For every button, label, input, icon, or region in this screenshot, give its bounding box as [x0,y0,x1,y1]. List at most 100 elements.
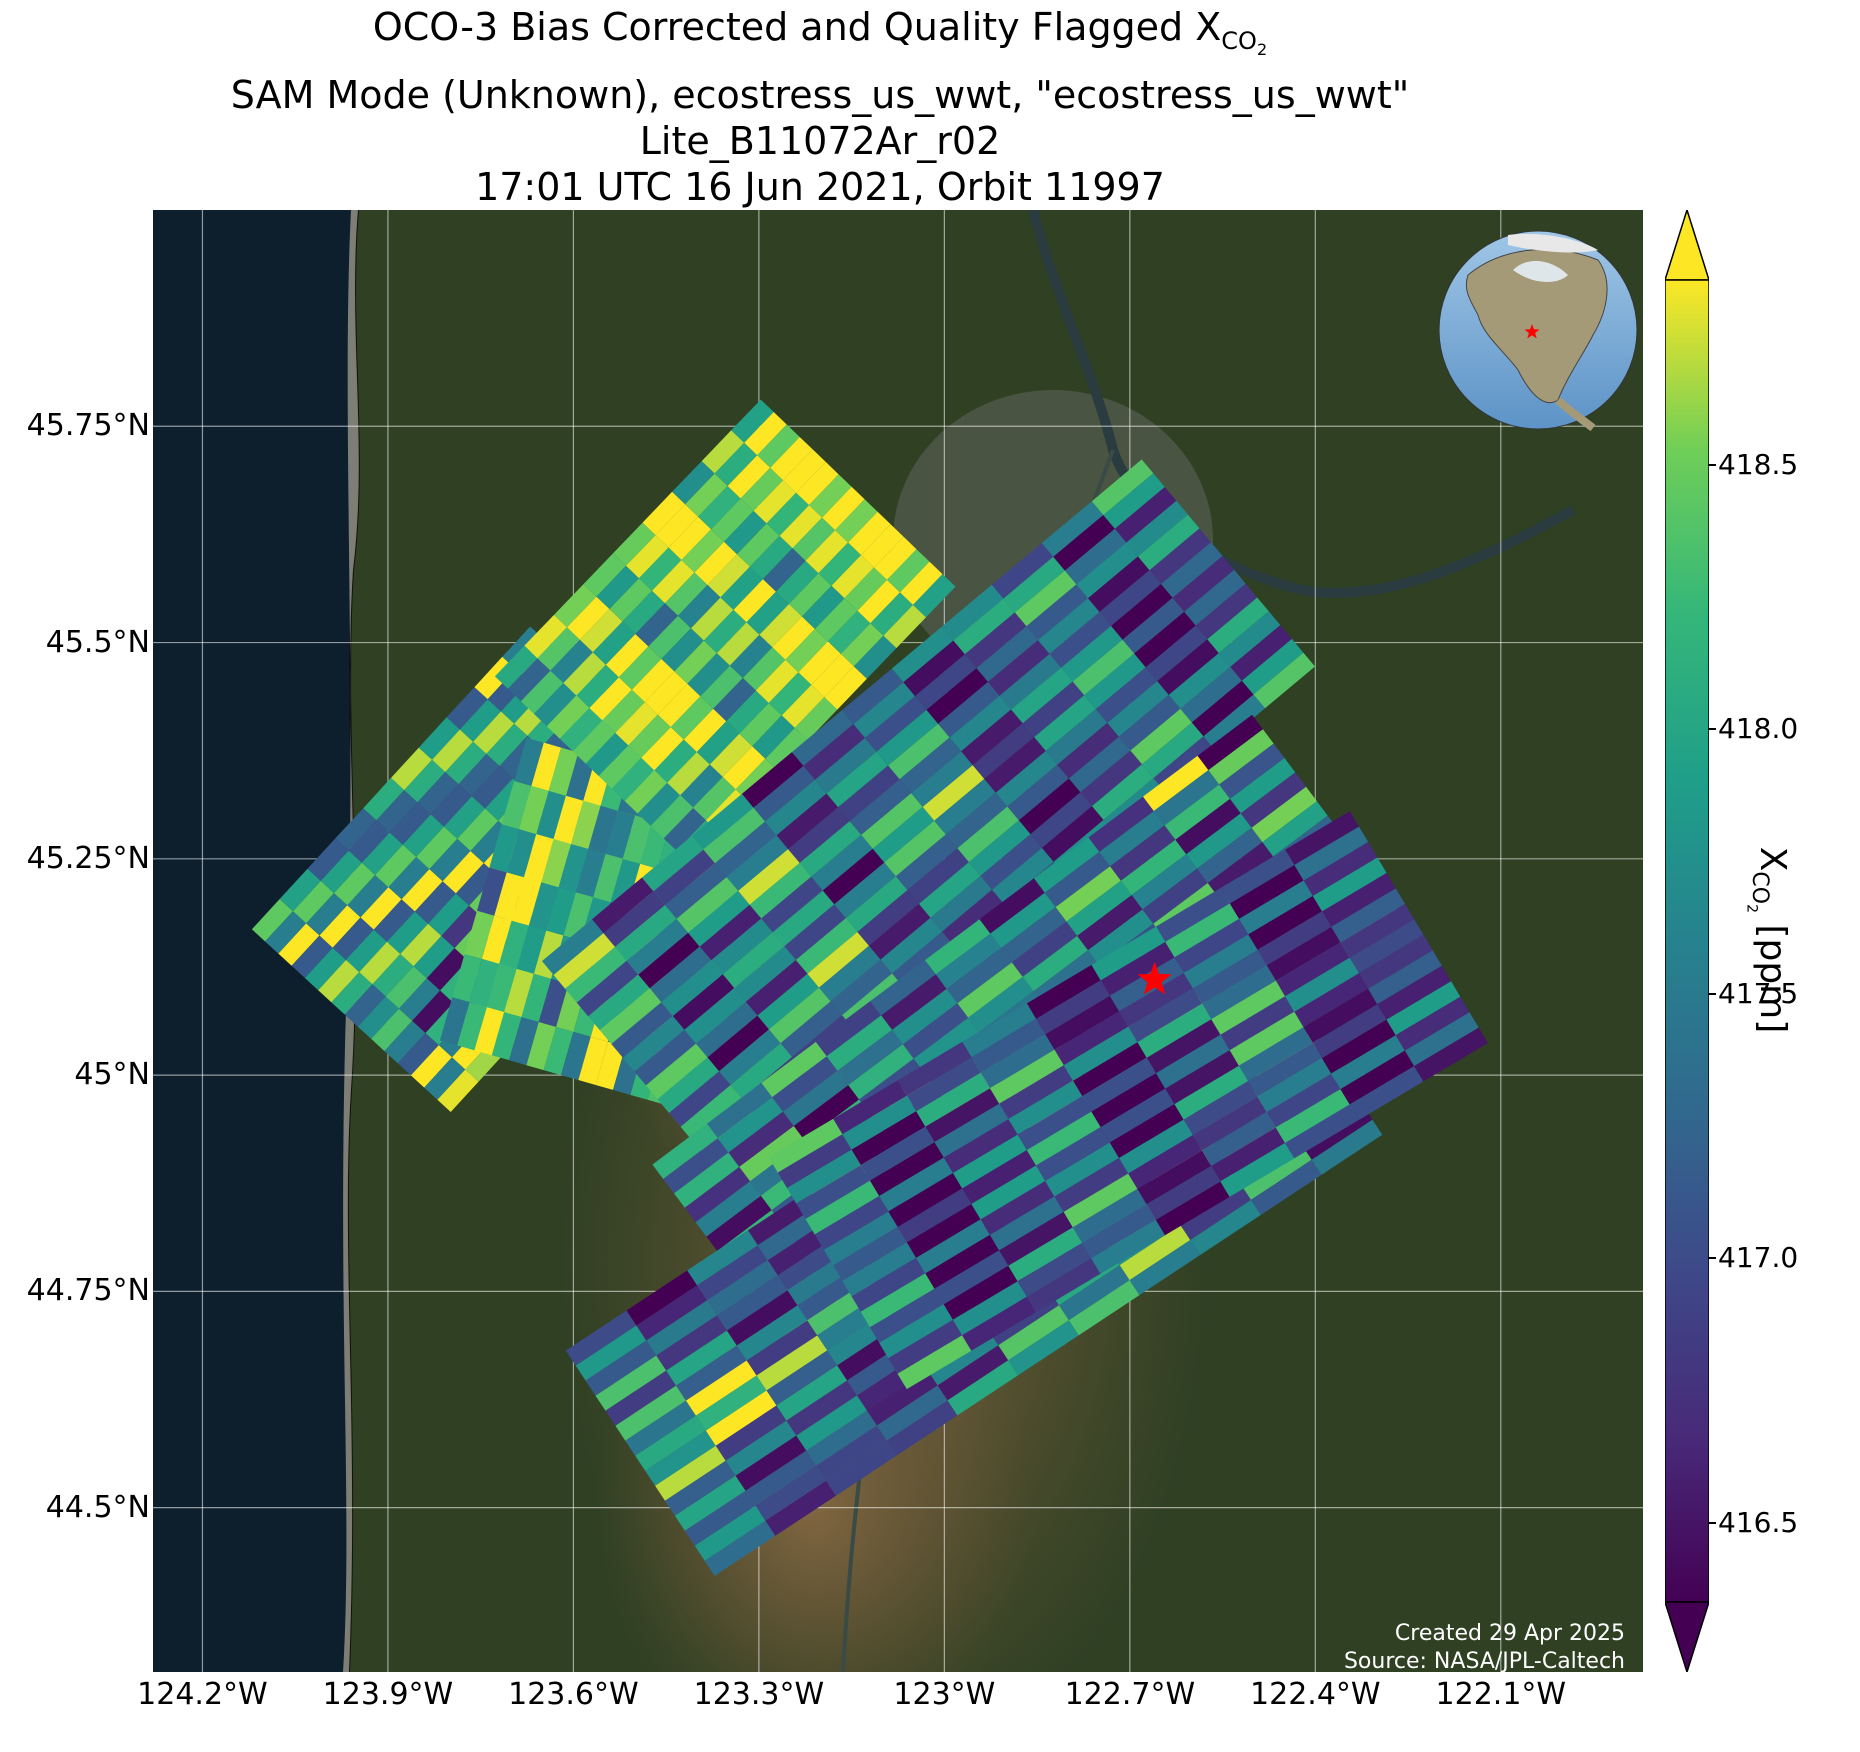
globe-arctic-ice [1508,233,1598,253]
xco2-pixel [654,739,697,783]
xco2-pixel [674,1475,746,1531]
xco2-pixel [1064,528,1127,585]
xco2-pixel [653,849,716,906]
xco2-pixel [822,848,885,905]
xco2-pixel [1055,866,1121,922]
xco2-pixel [663,1138,729,1194]
xco2-pixel [319,905,361,948]
xco2-pixel [907,848,969,904]
xco2-pixel [637,782,681,826]
xco2-pixel [1239,880,1313,935]
xco2-pixel [916,1219,990,1274]
xco2-pixel [815,737,877,794]
xco2-pixel [605,634,649,678]
xco2-pixel [1111,584,1173,640]
xco2-pixel [1114,487,1177,543]
xco2-pixel [753,765,815,822]
xco2-pixel [334,862,376,906]
xco2-pixel [1155,1181,1230,1236]
xco2-pixel [1026,964,1101,1019]
xco2-pixel [1168,653,1231,709]
xco2-pixel [834,862,896,919]
xco2-pixel [1126,500,1188,557]
xco2-pixel [786,1380,857,1436]
xco2-pixel [1172,556,1235,612]
xco2-pixel [1077,895,1143,951]
xco2-pixel [703,807,765,864]
map-canvas[interactable] [153,210,1643,1672]
xco2-pixel [1195,583,1258,640]
map-panel[interactable] [153,210,1643,1672]
xco2-pixel [402,814,444,857]
lon-tick-label: 122.4°W [1250,1677,1381,1712]
xco2-pixel [851,1111,926,1166]
xco2-pixel [1099,570,1162,626]
xco2-pixel [359,941,401,985]
xco2-pixel [925,1234,1000,1289]
xco2-pixel [990,1049,1064,1104]
xco2-pixel [883,604,926,649]
xco2-pixel [1197,714,1263,771]
xco2-pixel [701,430,745,474]
xco2-pixel [306,893,348,936]
xco2-pixel [943,1119,1018,1173]
lat-tick-label: 45.75°N [26,408,150,444]
xco2-pixel [1100,941,1175,996]
xco2-pixel [576,664,619,708]
xco2-pixel [860,1273,935,1328]
xco2-pixel [848,511,891,555]
xco2-pixel [879,1304,953,1359]
xco2-pixel [733,579,776,623]
xco2-pixel [1312,857,1387,912]
xco2-pixel [1349,1066,1424,1120]
xco2-pixel [429,838,471,882]
xco2-pixel [1266,1073,1341,1128]
xco2-pixel [888,1173,963,1227]
xco2-pixel [412,990,454,1033]
xco2-pixel [1091,459,1154,515]
xco2-pixel [655,1445,726,1501]
xco2-pixel [1285,1104,1359,1159]
xco2-pixel [611,757,655,802]
xco2-pixel [646,1300,717,1356]
xco2-pixel [739,1126,805,1182]
xco2-pixel [592,877,654,934]
xco2-pixel [1066,880,1132,936]
xco2-pixel [400,923,442,967]
xco2-pixel [1100,1088,1175,1143]
xco2-pixel [489,824,519,873]
figure-title: OCO-3 Bias Corrected and Quality Flagged… [150,4,1490,210]
xco2-pixel [934,778,996,835]
xco2-pixel [799,821,862,877]
xco2-pixel [777,1134,852,1189]
xco2-pixel [1220,1143,1295,1197]
xco2-pixel [753,480,797,524]
xco2-pixel [998,1305,1069,1361]
xco2-pixel [674,640,717,684]
xco2-pixel [610,858,641,907]
xco2-pixel [741,752,804,808]
xco2-pixel [1142,722,1204,779]
xco2-pixel [1042,806,1104,862]
xco2-pixel [605,810,636,859]
xco2-pixel [1107,681,1169,737]
xco2-pixel [803,724,865,780]
xco2-pixel [417,772,459,815]
xco2-pixel [934,1103,1009,1158]
xco2-pixel [724,510,767,555]
xco2-pixel [477,867,507,916]
xco2-pixel [807,932,869,988]
xco2-pixel [661,960,723,1016]
colorbar [1665,210,1709,1672]
xco2-pixel [1241,1144,1312,1200]
xco2-pixel [857,579,900,624]
xco2-pixel [984,737,1046,793]
xco2-pixel [626,918,689,975]
xco2-pixel [1240,772,1307,828]
xco2-pixel [759,604,802,648]
colorbar-tick-label: 418.0 [1718,712,1799,746]
xco2-pixel [942,889,1004,946]
xco2-pixel [768,1118,843,1173]
xco2-pixel [844,567,887,611]
xco2-pixel [665,863,727,919]
